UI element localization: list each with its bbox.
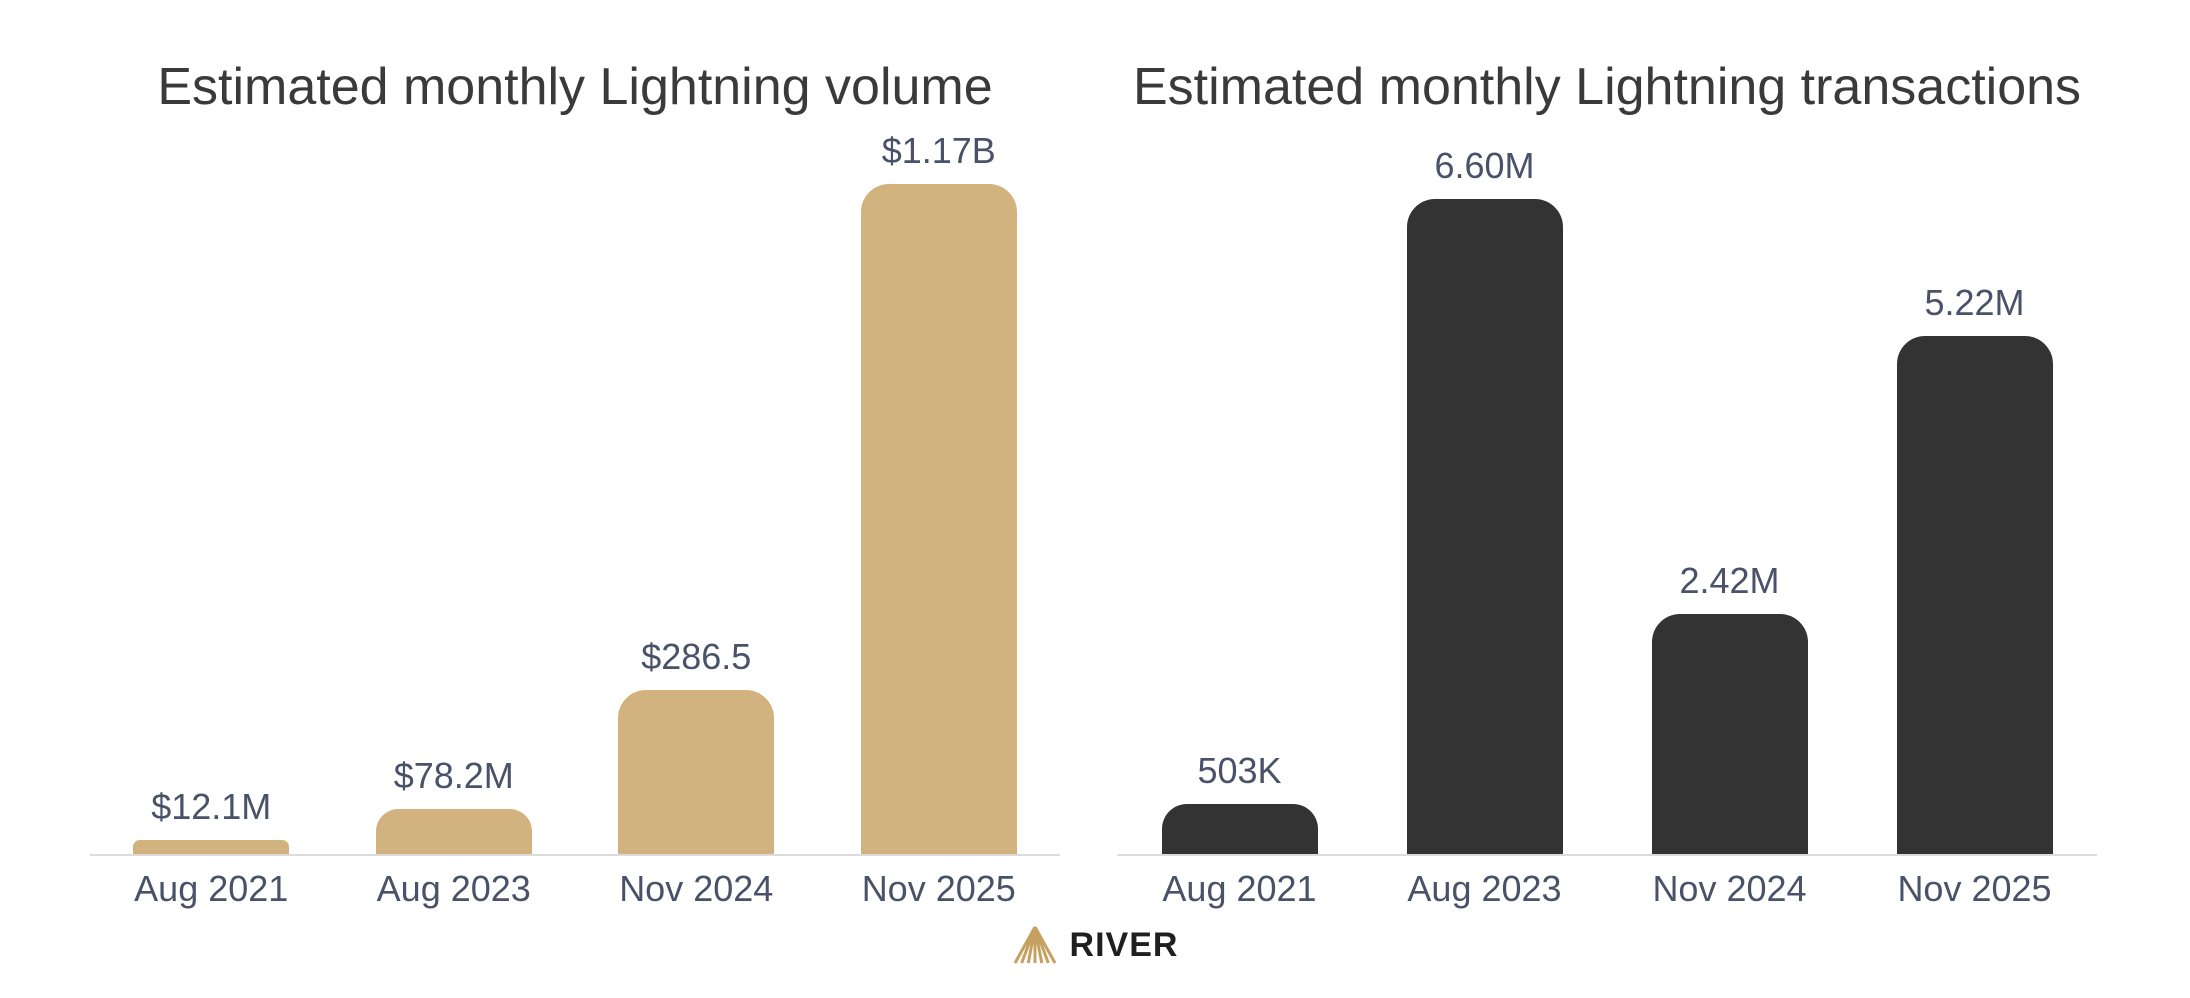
bar-value-label: $78.2M <box>393 755 514 797</box>
bar-column: 2.42M <box>1607 560 1852 854</box>
bar-value-label: $286.5 <box>641 635 752 677</box>
bar-value-label: 5.22M <box>1924 282 2025 323</box>
river-brand-name: RIVER <box>1069 925 1179 964</box>
bar <box>375 809 532 854</box>
volume-chart-title: Estimated monthly Lightning volume <box>157 58 993 116</box>
bar-value-label: 503K <box>1197 750 1282 792</box>
x-axis-label: Nov 2024 <box>619 868 774 909</box>
x-axis-label: Aug 2023 <box>1407 868 1562 909</box>
volume-chart-plot: $12.1M $78.2M $286.5 $1.17B <box>90 116 1060 856</box>
volume-chart-x-axis-labels: Aug 2021 Aug 2023 Nov 2024 Nov 2025 <box>90 856 1060 910</box>
river-logo: RIVER <box>0 924 2190 966</box>
river-rays-icon <box>1013 926 1056 964</box>
transactions-chart-plot: 503K 6.60M 2.42M 5.22M <box>1117 116 2097 856</box>
bar <box>133 840 290 854</box>
x-axis-label: Nov 2025 <box>1897 868 2052 909</box>
bar-column: $286.5 <box>575 636 818 854</box>
bar-value-label: $12.1M <box>151 786 272 827</box>
bar-column: $78.2M <box>333 755 576 854</box>
x-axis-label: Aug 2021 <box>134 868 289 909</box>
x-axis-label: Nov 2025 <box>861 868 1016 909</box>
bar <box>1161 804 1318 854</box>
bar-value-label: 6.60M <box>1434 145 1535 186</box>
bar <box>1896 336 2053 854</box>
bar <box>618 689 775 854</box>
bar-column: $12.1M <box>90 786 333 854</box>
transactions-chart: Estimated monthly Lightning transactions… <box>1117 58 2097 910</box>
bar <box>1651 613 1808 854</box>
bar-value-label: $1.17B <box>881 130 996 171</box>
bar <box>1406 199 1563 854</box>
transactions-chart-x-axis-labels: Aug 2021 Aug 2023 Nov 2024 Nov 2025 <box>1117 856 2097 910</box>
bar-column: 6.60M <box>1362 145 1607 854</box>
bar-value-label: 2.42M <box>1679 559 1780 601</box>
x-axis-label: Aug 2021 <box>1162 868 1317 909</box>
bar-column: 503K <box>1117 750 1362 854</box>
x-axis-label: Aug 2023 <box>376 868 531 909</box>
transactions-chart-title: Estimated monthly Lightning transactions <box>1132 58 2082 116</box>
bar-column: 5.22M <box>1852 282 2097 854</box>
bar <box>860 184 1017 854</box>
volume-chart: Estimated monthly Lightning volume $12.1… <box>90 58 1060 910</box>
x-axis-label: Nov 2024 <box>1652 868 1807 909</box>
bar-column: $1.17B <box>818 130 1061 854</box>
